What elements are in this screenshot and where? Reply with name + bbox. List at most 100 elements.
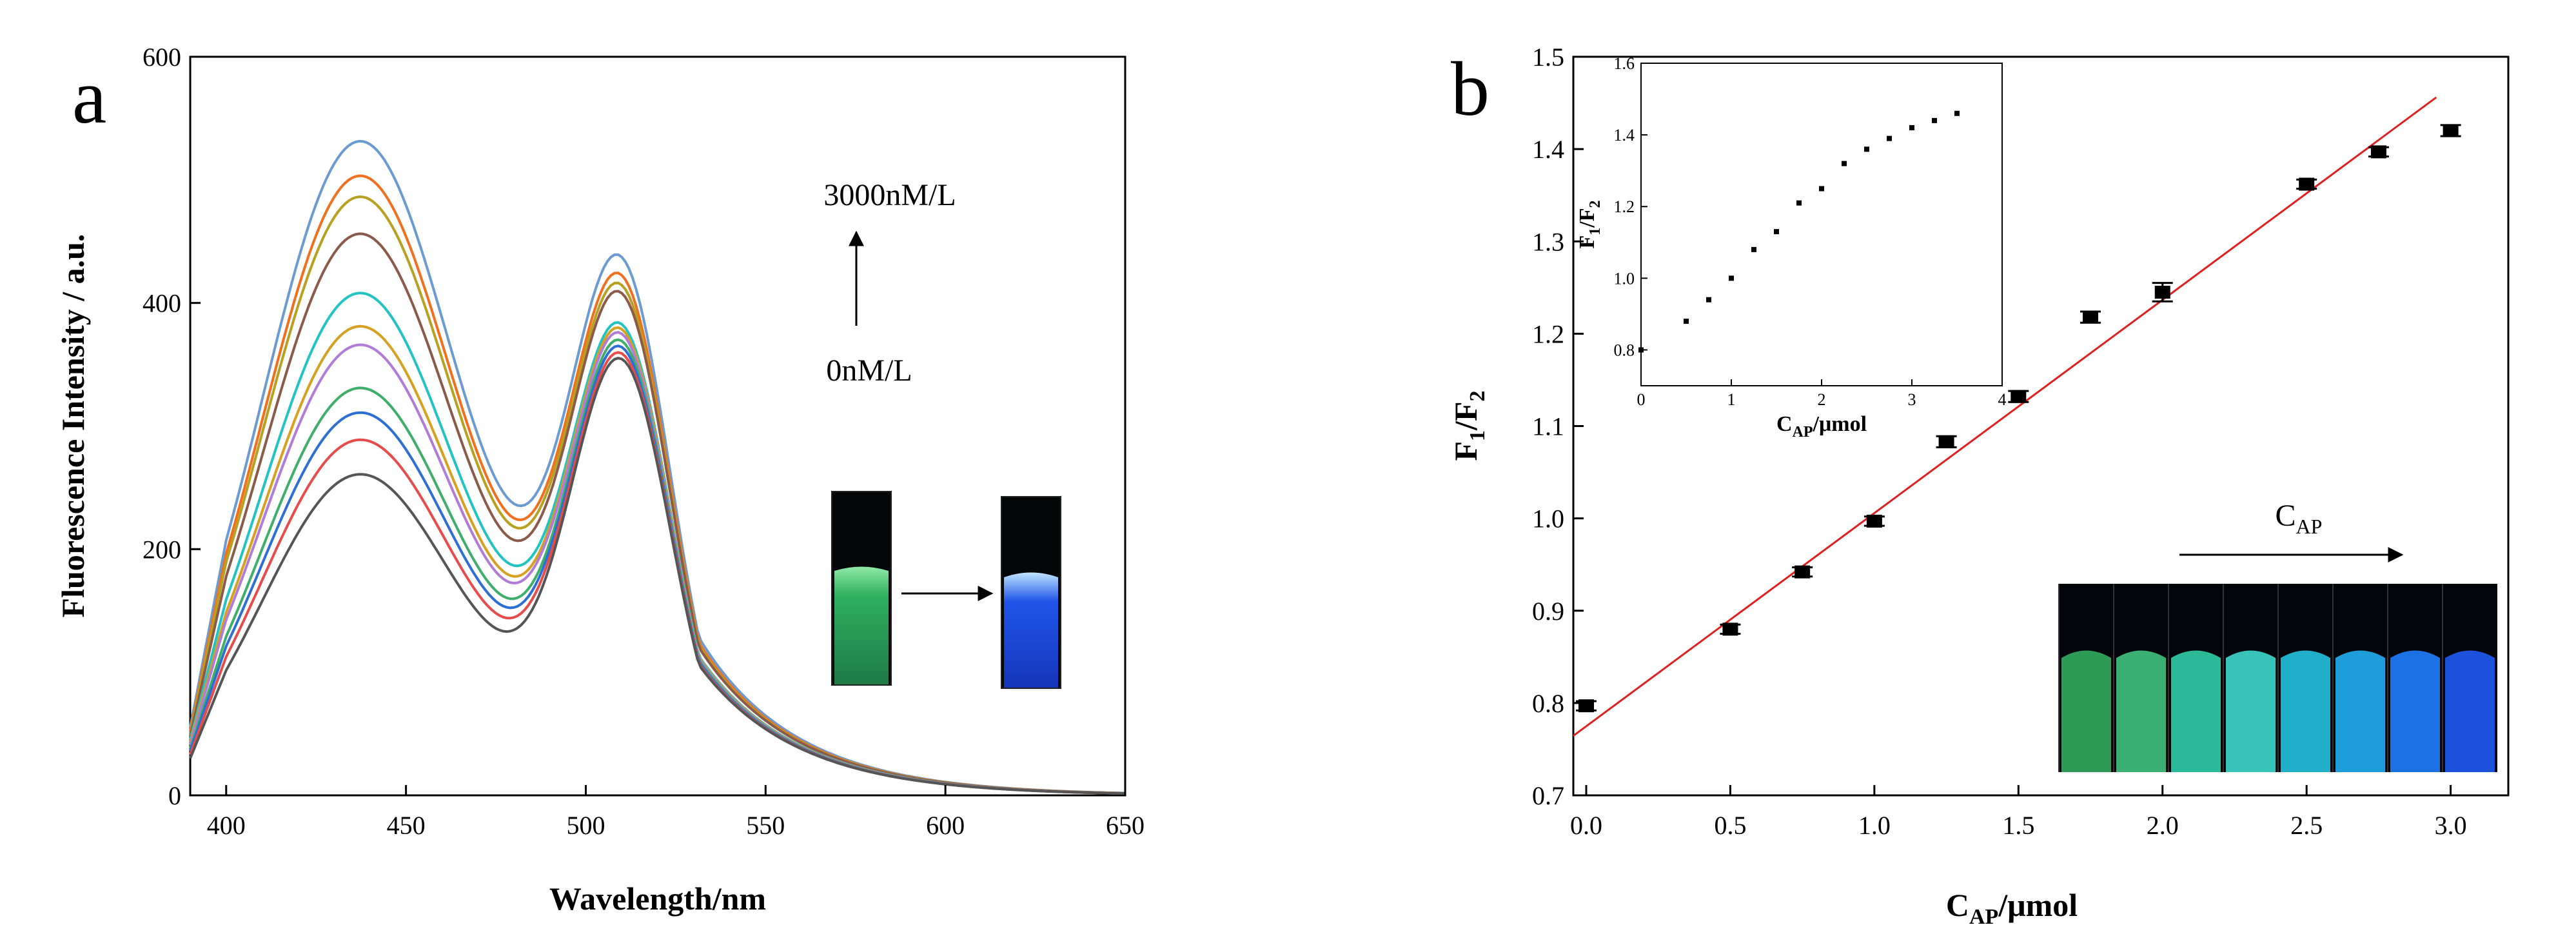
inset-y-tick-label: 1.6 (1614, 54, 1635, 73)
inset-data-point (1774, 229, 1779, 235)
strip-arrow-label: CAP (2276, 499, 2323, 538)
spectrum-line (189, 292, 1126, 795)
x-tick-label-a: 550 (746, 811, 785, 840)
inset-data-point (1864, 146, 1869, 152)
y-tick-label-b: 0.7 (1532, 781, 1564, 810)
vial-liquid (2061, 650, 2111, 772)
vial-strip-photo (2058, 584, 2497, 772)
y-tick-label-a: 0 (168, 781, 181, 810)
y-tick-label-b: 1.4 (1532, 135, 1564, 164)
inset-y-tick-label: 1.4 (1614, 126, 1635, 144)
panel-b: b 0.0 0.5 1.0 1.5 2.0 2.5 3.0 0.7 0.8 0.9 1.0 1.1 1… (1448, 43, 2510, 929)
inset-x-tick-label: 4 (1998, 390, 2007, 409)
data-point (2154, 285, 2170, 299)
vial-liquid (2390, 650, 2440, 772)
inset-x-tick-label: 0 (1637, 390, 1646, 409)
x-tick-label-a: 650 (1106, 811, 1145, 840)
inset-y-ticks: 0.8 1.0 1.2 1.4 1.6 (1614, 54, 1647, 359)
inset-data-point (1796, 200, 1802, 206)
spectrum-line (189, 174, 1126, 795)
inset-chart: 0 1 2 3 4 0.8 1.0 1.2 1.4 1.6 CAP/μmol F1/F2 (1575, 54, 2007, 441)
vial-liquid (2335, 650, 2385, 772)
vial-liquid (2445, 650, 2495, 772)
data-point (1794, 565, 1811, 579)
inset-y-axis-title: F1/F2 (1575, 201, 1604, 249)
x-tick-label-b: 3.0 (2435, 811, 2467, 840)
y-axis-title-a: Fluorescence Intensity / a.u. (55, 234, 91, 618)
inset-data-point (1932, 117, 1937, 123)
y-tick-label-b: 1.5 (1532, 43, 1564, 72)
data-point (1722, 622, 1738, 636)
plot-frame-a (189, 55, 1126, 797)
data-point (2083, 310, 2099, 324)
y-tick-label-b: 1.3 (1532, 227, 1564, 256)
data-point (2299, 177, 2315, 191)
x-tick-label-b: 2.0 (2147, 811, 2179, 840)
inset-data-point (1819, 186, 1824, 192)
panel-label-a: a (72, 54, 106, 139)
y-tick-label-b: 1.0 (1532, 504, 1564, 533)
data-point (2011, 390, 2027, 403)
panel-a: a 400 450 500 550 600 650 0 200 400 600 Waveleng… (55, 43, 1145, 917)
inset-x-axis-title: CAP/μmol (1776, 412, 1867, 441)
inset-data-points (1638, 110, 1960, 353)
fit-line (1573, 96, 2437, 737)
inset-y-tick-label: 1.2 (1614, 197, 1635, 216)
inset-data-point (1842, 161, 1847, 166)
inset-x-ticks: 0 1 2 3 4 (1637, 379, 2007, 409)
fit-line (1573, 96, 2437, 737)
y-tick-label-b: 0.9 (1532, 597, 1564, 626)
y-tick-label-b: 1.1 (1532, 412, 1564, 441)
vial-photo-after (1001, 496, 1061, 689)
x-axis-ticks-a: 400 450 500 550 600 650 (207, 785, 1145, 840)
x-tick-label-b: 1.0 (1858, 811, 1891, 840)
x-axis-title-b: CAP/μmol (1946, 887, 2078, 929)
data-points-b (1576, 124, 2461, 713)
vial-photo-before (831, 491, 892, 686)
x-tick-label-b: 0.5 (1714, 811, 1746, 840)
inset-y-tick-label: 0.8 (1614, 341, 1635, 359)
data-point (2443, 124, 2459, 137)
y-tick-label-a: 600 (143, 43, 181, 72)
spectrum-line (189, 195, 1126, 795)
x-tick-label-b: 0.0 (1570, 811, 1602, 840)
inset-data-point (1909, 125, 1914, 130)
y-tick-label-a: 200 (143, 535, 181, 564)
y-axis-ticks-a: 0 200 400 600 (143, 43, 201, 810)
inset-data-point (1954, 110, 1960, 116)
inset-x-tick-label: 3 (1908, 390, 1916, 409)
inset-x-tick-label: 1 (1727, 390, 1736, 409)
y-axis-ticks-b: 0.7 0.8 0.9 1.0 1.1 1.2 1.3 1.4 1.5 (1532, 43, 1584, 810)
vial-liquid (2171, 650, 2221, 772)
data-point (1578, 699, 1594, 713)
y-tick-label-a: 400 (143, 289, 181, 318)
concentration-high-label: 3000nM/L (823, 178, 956, 212)
vial-liquid (2281, 650, 2330, 772)
data-point (1866, 514, 1882, 528)
y-tick-label-b: 1.2 (1532, 319, 1564, 348)
concentration-low-label: 0nM/L (826, 353, 912, 388)
y-tick-label-b: 0.8 (1532, 689, 1564, 718)
x-tick-label-a: 500 (566, 811, 605, 840)
inset-frame (1640, 63, 2003, 386)
spectra-curves (189, 139, 1126, 795)
inset-data-point (1729, 275, 1734, 281)
inset-data-point (1684, 319, 1689, 324)
data-point (1938, 435, 1954, 448)
panel-label-b: b (1451, 46, 1490, 132)
x-tick-label-a: 450 (387, 811, 426, 840)
inset-data-point (1638, 347, 1644, 353)
vial-liquid (2226, 650, 2276, 772)
x-axis-ticks-b: 0.0 0.5 1.0 1.5 2.0 2.5 3.0 (1570, 785, 2467, 840)
inset-data-point (1751, 246, 1756, 252)
inset-data-point (1706, 297, 1711, 303)
inset-data-point (1887, 135, 1892, 141)
vial-liquid (2116, 650, 2166, 772)
x-tick-label-a: 600 (926, 811, 965, 840)
data-point (2370, 145, 2386, 159)
x-tick-label-b: 1.5 (2002, 811, 2034, 840)
inset-y-tick-label: 1.0 (1614, 269, 1635, 288)
spectrum-line (189, 357, 1126, 795)
x-axis-title-a: Wavelength/nm (549, 880, 766, 917)
